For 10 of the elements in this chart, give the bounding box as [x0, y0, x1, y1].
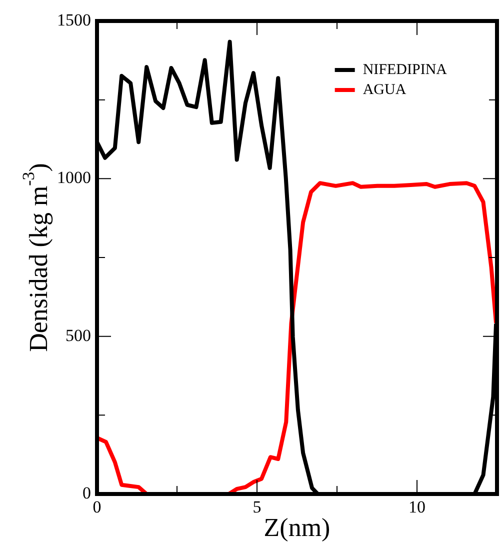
y-tick-label: 500: [66, 326, 91, 345]
y-axis-title: Densidad (kg m-3): [19, 163, 53, 352]
y-tick-label: 1500: [57, 10, 91, 30]
y-tick-label: 1000: [57, 168, 91, 188]
y-tick-label: 0: [82, 483, 91, 502]
x-tick-label: 10: [408, 498, 426, 517]
x-axis-title: Z(nm): [264, 513, 330, 542]
legend-label: AGUA: [362, 82, 406, 98]
legend-label: NIFEDIPINA: [362, 62, 448, 78]
x-tick-label: 5: [252, 498, 262, 517]
